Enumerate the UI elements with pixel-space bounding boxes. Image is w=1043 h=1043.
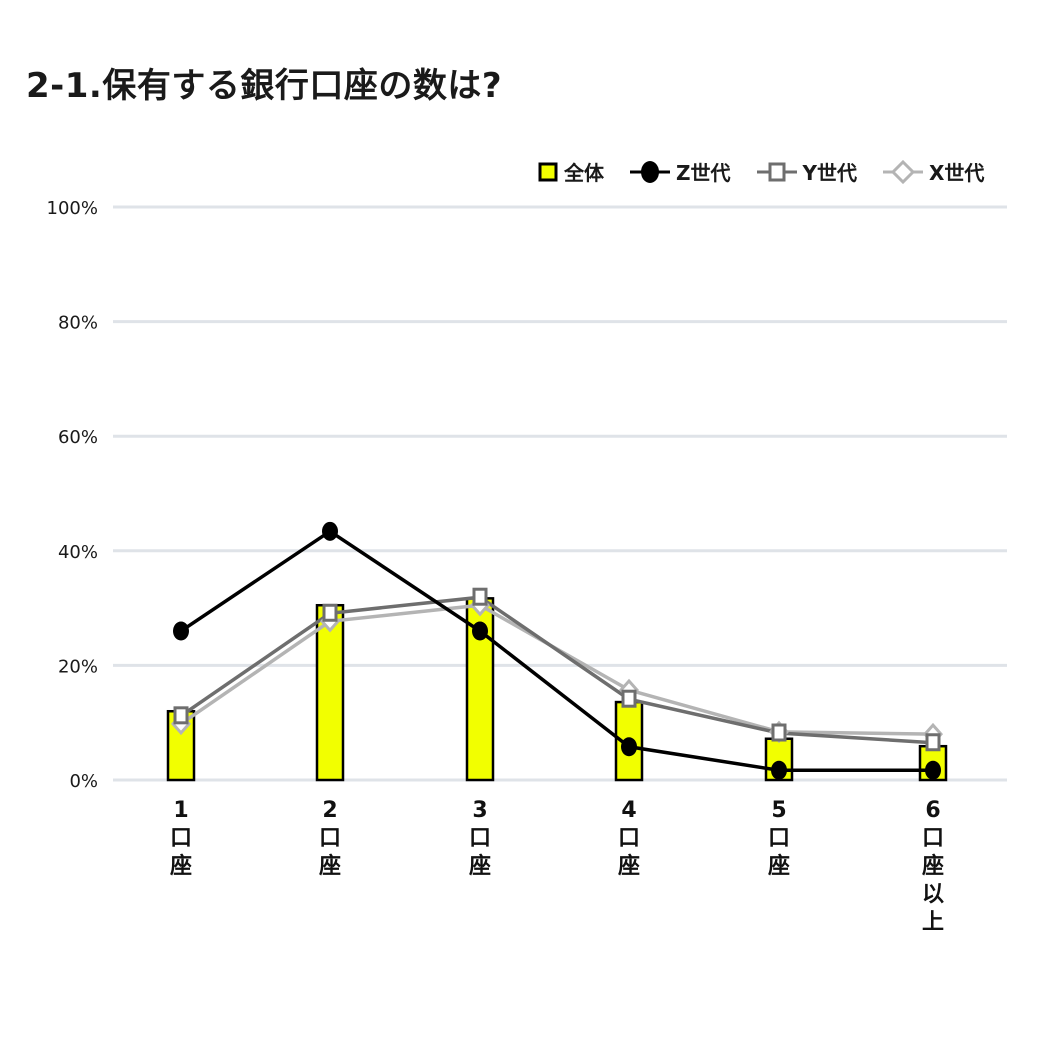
- legend-item-x: X世代: [883, 157, 984, 186]
- x-axis-label: 口: [319, 826, 341, 851]
- legend-item-z: Z世代: [630, 157, 731, 186]
- bar-all: [315, 603, 345, 782]
- x-axis-label: 座: [768, 853, 790, 879]
- bar-swatch-icon: [538, 162, 558, 181]
- x-axis-label: 口: [170, 826, 192, 851]
- legend-label: Y世代: [802, 161, 857, 185]
- x-axis-label: 座: [922, 853, 944, 879]
- x-axis-label: 1: [173, 798, 188, 823]
- x-axis-label: 口: [922, 826, 944, 851]
- circle-marker-icon: [322, 521, 338, 541]
- x-axis-label: 座: [170, 853, 192, 879]
- legend: 全体 Z世代 Y世代 X世代: [538, 157, 984, 186]
- diamond-marker-icon: [883, 159, 923, 184]
- y-tick-label: 80%: [58, 313, 98, 334]
- square-marker-icon: [621, 689, 637, 708]
- square-marker-icon: [472, 587, 488, 606]
- x-axis-label: 4: [621, 798, 636, 823]
- x-axis-label: 以: [922, 882, 944, 907]
- legend-label: Z世代: [676, 161, 731, 185]
- square-marker-icon: [322, 603, 338, 622]
- circle-marker-icon: [621, 737, 637, 757]
- y-tick-label: 60%: [58, 427, 98, 448]
- legend-label: 全体: [564, 161, 604, 185]
- x-axis-label: 3: [472, 798, 487, 823]
- x-axis-label: 座: [469, 853, 491, 879]
- circle-marker-icon: [630, 160, 670, 183]
- legend-item-all: 全体: [538, 157, 604, 186]
- square-marker-icon: [771, 723, 787, 742]
- x-axis-label: 座: [618, 853, 640, 879]
- legend-item-y: Y世代: [756, 157, 857, 186]
- square-marker-icon: [756, 162, 797, 181]
- circle-marker-icon: [472, 621, 488, 641]
- x-axis-label: 5: [771, 798, 786, 823]
- line-circle: [180, 529, 933, 773]
- x-axis-label: 6: [925, 798, 940, 823]
- x-axis-label: 上: [922, 910, 944, 935]
- chart-title: 2-1.保有する銀行口座の数は?: [26, 66, 503, 106]
- circle-marker-icon: [925, 760, 941, 780]
- legend-label: X世代: [929, 161, 985, 185]
- x-axis-label: 口: [469, 826, 491, 851]
- x-axis-label: 口: [768, 826, 790, 851]
- line-square: [180, 595, 934, 745]
- square-marker-icon: [925, 733, 941, 752]
- line-diamond: [180, 603, 934, 736]
- y-tick-label: 0%: [69, 771, 98, 792]
- x-axis-label: 2: [322, 798, 337, 823]
- square-marker-icon: [173, 706, 189, 725]
- x-axis-label: 口: [618, 826, 640, 851]
- circle-marker-icon: [173, 621, 189, 641]
- y-tick-label: 100%: [47, 198, 98, 219]
- y-tick-label: 20%: [58, 656, 98, 677]
- x-axis-label: 座: [319, 853, 341, 879]
- y-tick-label: 40%: [58, 542, 98, 563]
- circle-marker-icon: [771, 760, 787, 780]
